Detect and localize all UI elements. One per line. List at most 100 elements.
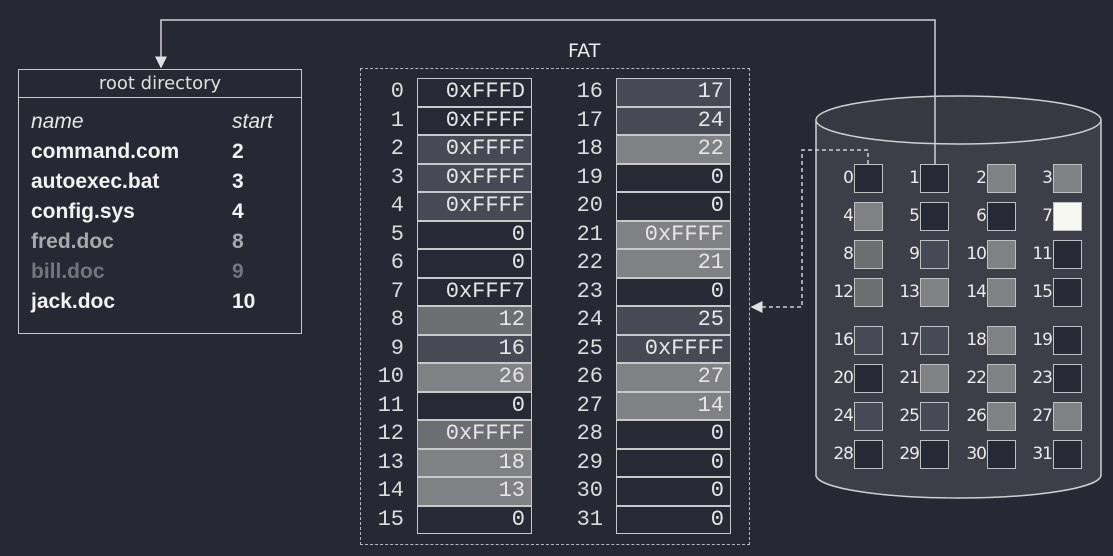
fat-index: 14 bbox=[377, 478, 404, 503]
disk-block-label: 9 bbox=[909, 244, 920, 264]
fat-entry: 0 bbox=[616, 163, 731, 192]
fat-index: 5 bbox=[390, 221, 404, 247]
fat-entry: 24 bbox=[616, 106, 731, 135]
disk-block-label: 17 bbox=[899, 330, 920, 350]
fat-entry: 0 bbox=[616, 277, 731, 306]
disk-block bbox=[920, 240, 949, 269]
disk-block bbox=[854, 402, 883, 431]
fat-entry: 22 bbox=[616, 135, 731, 164]
disk-block bbox=[920, 440, 949, 469]
fat-index: 28 bbox=[576, 421, 603, 446]
fat-entry: 17 bbox=[616, 78, 731, 107]
root-directory-table: root directory name start command.com 2 au… bbox=[18, 69, 302, 334]
fat-entry: 0 bbox=[616, 505, 731, 534]
fat-entry: 26 bbox=[417, 363, 532, 392]
file-start-cluster: 4 bbox=[232, 200, 244, 223]
disk-block-label: 22 bbox=[966, 368, 987, 388]
root-directory-title: root directory bbox=[19, 70, 301, 98]
disk-block-label: 8 bbox=[843, 244, 854, 264]
file-name: fred.doc bbox=[31, 230, 114, 253]
disk-block-label: 27 bbox=[1032, 406, 1053, 426]
block0-to-fat-arrow bbox=[750, 149, 869, 313]
fat-entry: 16 bbox=[417, 334, 532, 363]
fat-entry: 0 bbox=[417, 391, 532, 420]
disk-block bbox=[987, 364, 1016, 393]
block1-to-root-arrow bbox=[155, 19, 936, 164]
fat-index: 24 bbox=[576, 307, 603, 332]
fat-index: 6 bbox=[390, 250, 404, 275]
fat-index: 3 bbox=[390, 164, 404, 190]
disk-block bbox=[987, 240, 1016, 269]
disk-block bbox=[987, 402, 1016, 431]
fat-entry: 18 bbox=[417, 448, 532, 477]
fat-index: 1 bbox=[390, 107, 404, 133]
disk-block bbox=[854, 364, 883, 393]
disk-block-label: 26 bbox=[966, 406, 987, 426]
fat-index: 29 bbox=[576, 449, 603, 475]
disk-block bbox=[854, 326, 883, 355]
disk-block bbox=[1053, 402, 1082, 431]
fat-entry: 21 bbox=[616, 249, 731, 278]
disk-block-label: 11 bbox=[1032, 244, 1053, 264]
fat-entry: 0 bbox=[417, 505, 532, 534]
disk-block bbox=[854, 164, 883, 193]
disk-block bbox=[1053, 440, 1082, 469]
fat-index: 25 bbox=[576, 335, 603, 361]
fat-index: 23 bbox=[576, 278, 603, 304]
disk-block-label: 0 bbox=[843, 168, 854, 188]
disk-block-label: 18 bbox=[966, 330, 987, 350]
fat-index: 0 bbox=[390, 79, 404, 104]
start-column-header: start bbox=[232, 110, 273, 133]
fat-index: 22 bbox=[576, 250, 603, 275]
disk-block-label: 20 bbox=[833, 368, 854, 388]
disk-block-label: 28 bbox=[833, 444, 854, 464]
fat-index: 21 bbox=[576, 221, 603, 247]
disk-block-label: 4 bbox=[843, 206, 854, 226]
disk-block-label: 16 bbox=[833, 330, 854, 350]
fat-entry: 27 bbox=[616, 363, 731, 392]
disk-block bbox=[854, 240, 883, 269]
fat-entry: 0xFFFF bbox=[417, 135, 532, 164]
fat-entry: 0xFFFF bbox=[417, 163, 532, 192]
fat-entry: 0xFFFF bbox=[417, 106, 532, 135]
disk-block-label: 6 bbox=[976, 206, 987, 226]
fat-index: 27 bbox=[576, 392, 603, 418]
disk-block bbox=[854, 202, 883, 231]
disk-block bbox=[987, 440, 1016, 469]
file-name: autoexec.bat bbox=[31, 170, 160, 193]
fat-title: FAT bbox=[568, 40, 601, 62]
fat-entry: 0xFFF7 bbox=[417, 277, 532, 306]
disk-block bbox=[920, 278, 949, 307]
disk-cylinder bbox=[815, 95, 1102, 499]
disk-block-label: 15 bbox=[1032, 282, 1053, 302]
disk-block bbox=[987, 326, 1016, 355]
fat-entry: 0xFFFD bbox=[417, 78, 532, 107]
disk-block bbox=[854, 440, 883, 469]
fat-index: 8 bbox=[390, 307, 404, 332]
disk-block bbox=[920, 402, 949, 431]
disk-block-label: 7 bbox=[1042, 206, 1053, 226]
fat-index: 7 bbox=[390, 278, 404, 304]
disk-block bbox=[920, 326, 949, 355]
file-name: command.com bbox=[31, 140, 180, 163]
fat-entry: 0 bbox=[616, 448, 731, 477]
fat-entry: 0 bbox=[417, 220, 532, 249]
disk-block-label: 1 bbox=[909, 168, 920, 188]
file-start-cluster: 2 bbox=[232, 140, 244, 163]
fat-index: 30 bbox=[576, 478, 603, 503]
disk-block-label: 3 bbox=[1042, 168, 1053, 188]
fat-index: 2 bbox=[390, 136, 404, 161]
fat-entry: 12 bbox=[417, 306, 532, 335]
disk-block-label: 12 bbox=[833, 282, 854, 302]
disk-block bbox=[987, 202, 1016, 231]
fat-entry: 13 bbox=[417, 477, 532, 506]
disk-block-label: 23 bbox=[1032, 368, 1053, 388]
file-name: config.sys bbox=[31, 200, 135, 223]
disk-block-label: 13 bbox=[899, 282, 920, 302]
disk-block-label: 24 bbox=[833, 406, 854, 426]
fat-index: 13 bbox=[377, 449, 404, 475]
disk-block-label: 10 bbox=[966, 244, 987, 264]
fat-entry: 14 bbox=[616, 391, 731, 420]
fat-index: 31 bbox=[576, 506, 603, 532]
fat-index: 11 bbox=[377, 392, 404, 418]
